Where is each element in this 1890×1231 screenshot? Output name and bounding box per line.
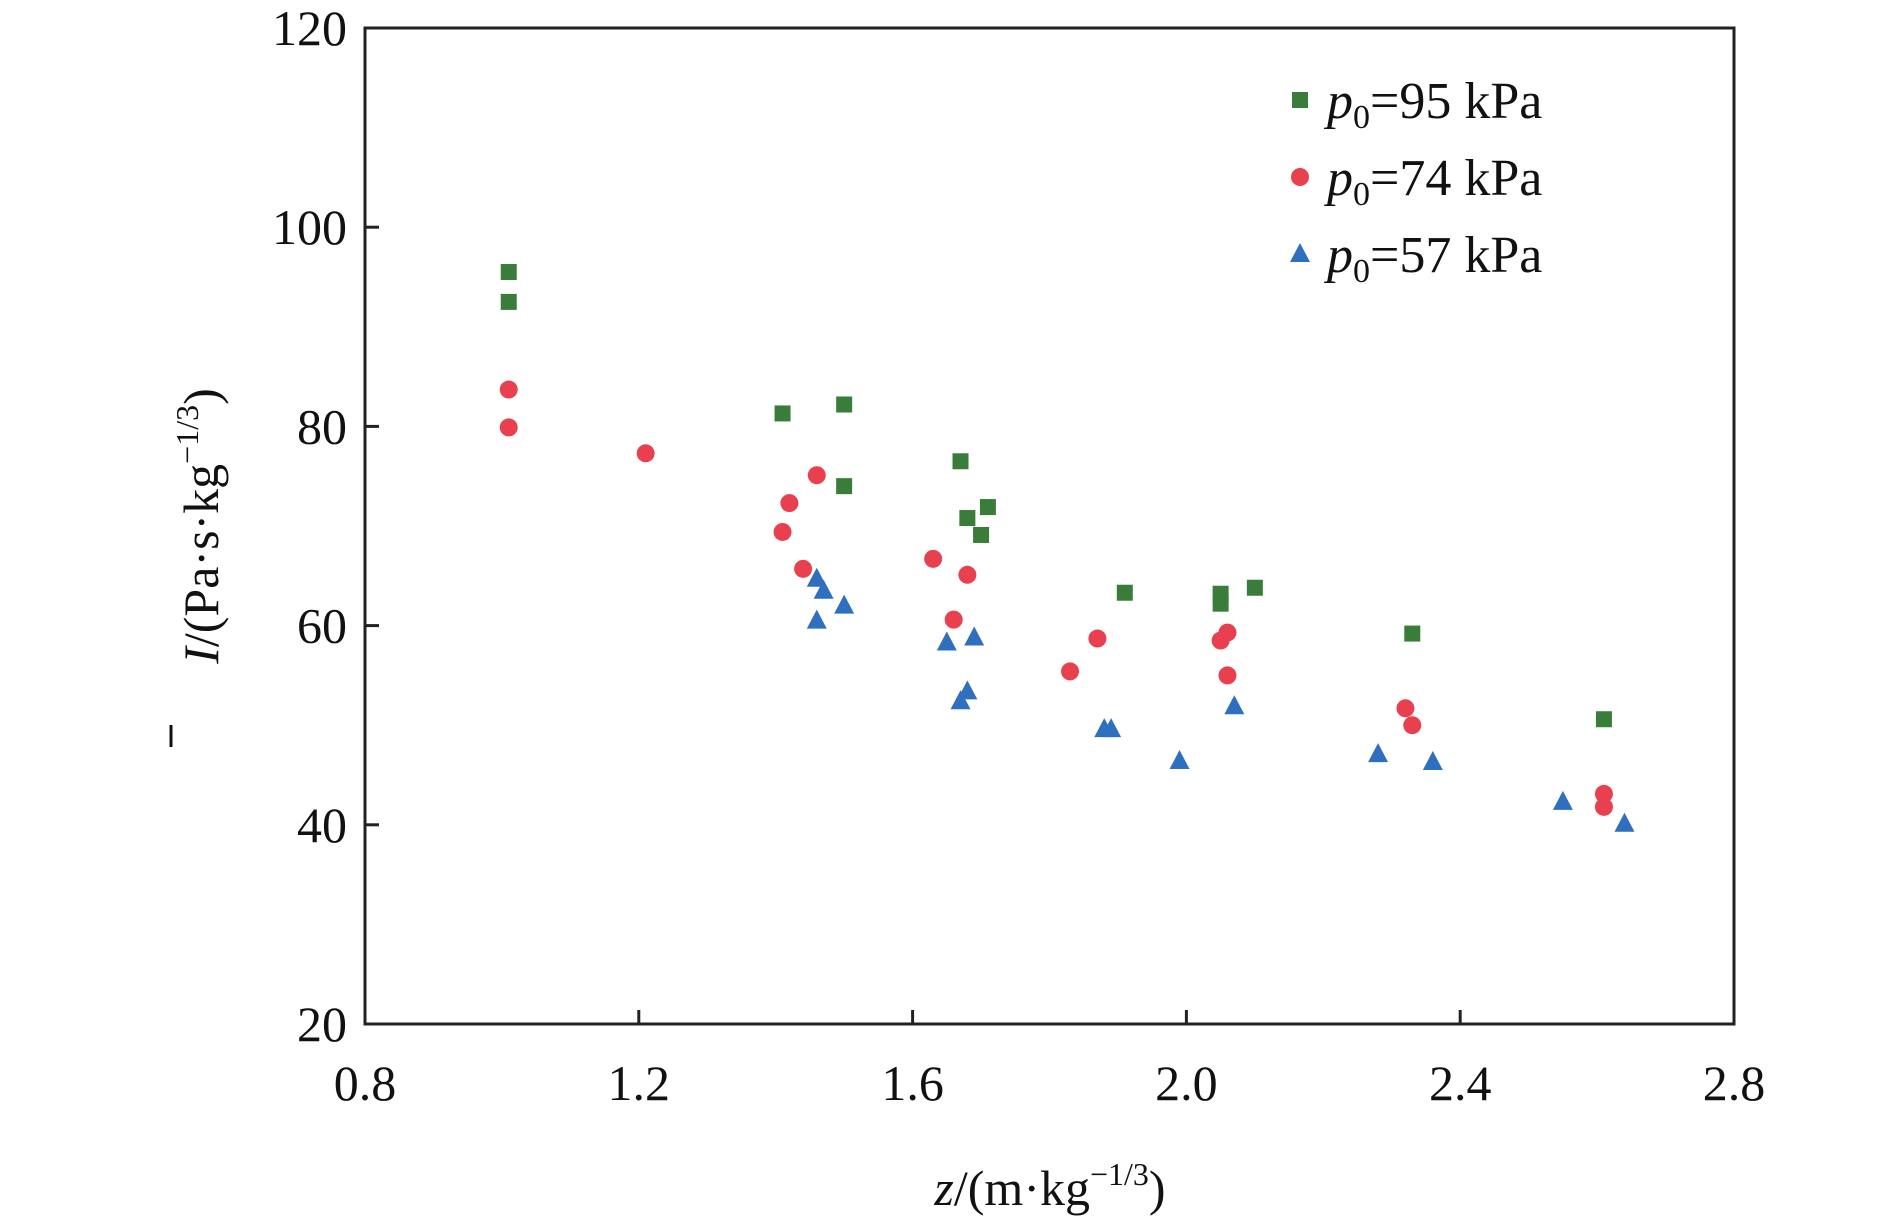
triangle-data-point xyxy=(950,690,971,710)
y-tick-label: 80 xyxy=(297,398,347,454)
legend-label-0: p0=95 kPa xyxy=(1323,73,1542,136)
circle-data-point xyxy=(499,418,518,437)
square-data-point xyxy=(1246,579,1263,596)
circle-data-point xyxy=(780,494,799,513)
circle-data-point xyxy=(1088,629,1107,648)
square-data-point xyxy=(959,510,976,527)
square-data-point xyxy=(836,396,853,413)
legend-label-2: p0=57 kPa xyxy=(1323,227,1542,290)
x-tick-label: 0.8 xyxy=(334,1055,397,1111)
triangle-data-point xyxy=(834,594,855,614)
legend-marker-2 xyxy=(1290,243,1310,262)
legend-label-1: p0=74 kPa xyxy=(1323,150,1542,213)
square-data-point xyxy=(1212,595,1229,612)
triangle-data-point xyxy=(1224,695,1245,715)
circle-data-point xyxy=(1594,784,1613,803)
y-tick-label: 120 xyxy=(272,0,347,56)
square-data-point xyxy=(500,264,517,281)
square-data-point xyxy=(500,293,517,310)
x-tick-label: 2.8 xyxy=(1703,1055,1766,1111)
triangle-data-point xyxy=(1101,718,1122,738)
triangle-data-point xyxy=(1422,751,1443,771)
square-data-point xyxy=(1116,584,1133,601)
triangle-data-point xyxy=(806,567,827,587)
square-data-point xyxy=(774,405,791,422)
circle-data-point xyxy=(1218,623,1237,642)
y-tick-label: 20 xyxy=(297,996,347,1052)
data-points xyxy=(499,264,1635,832)
y-axis-label-group: I/(Pa·s·kg−1/3) xyxy=(169,388,229,747)
circle-data-point xyxy=(958,565,977,584)
triangle-data-point xyxy=(1614,812,1635,832)
square-data-point xyxy=(1404,625,1421,642)
triangle-data-point xyxy=(936,631,957,651)
circle-data-point xyxy=(1396,699,1415,718)
y-tick-label: 100 xyxy=(272,199,347,255)
square-data-point xyxy=(1595,711,1612,728)
triangle-data-point xyxy=(1368,743,1389,763)
square-data-point xyxy=(952,453,969,470)
circle-data-point xyxy=(1594,797,1613,816)
triangle-data-point xyxy=(813,579,834,599)
circle-data-point xyxy=(1403,716,1422,735)
y-tick-label: 40 xyxy=(297,797,347,853)
circle-data-point xyxy=(499,380,518,399)
square-data-point xyxy=(973,526,990,543)
plot-frame xyxy=(363,26,1736,1026)
legend-marker-0 xyxy=(1292,92,1308,108)
legend: p0=95 kPa p0=74 kPa p0=57 kPa xyxy=(1290,73,1542,290)
x-tick-label: 2.4 xyxy=(1429,1055,1492,1111)
circle-data-point xyxy=(1061,662,1080,681)
square-data-point xyxy=(836,478,853,495)
x-tick-label: 1.2 xyxy=(608,1055,671,1111)
circle-data-point xyxy=(773,522,792,541)
y-axis: 20 40 60 80 100 120 xyxy=(272,0,379,1052)
circle-data-point xyxy=(924,549,943,568)
y-axis-label: I/(Pa·s·kg−1/3) xyxy=(169,388,229,665)
x-axis: 0.8 1.2 1.6 2.0 2.4 2.8 xyxy=(334,1010,1766,1111)
triangle-data-point xyxy=(1552,790,1573,810)
x-tick-label: 1.6 xyxy=(881,1055,944,1111)
circle-data-point xyxy=(1218,666,1237,685)
x-axis-label: z/(m·kg−1/3) xyxy=(933,1156,1165,1216)
y-tick-label: 60 xyxy=(297,598,347,654)
square-data-point xyxy=(979,499,996,516)
triangle-data-point xyxy=(1169,750,1190,770)
circle-data-point xyxy=(794,559,813,578)
triangle-data-point xyxy=(806,609,827,629)
circle-data-point xyxy=(944,610,963,629)
x-tick-label: 2.0 xyxy=(1155,1055,1218,1111)
legend-marker-1 xyxy=(1291,168,1309,186)
circle-data-point xyxy=(807,466,826,485)
circle-data-point xyxy=(636,444,655,463)
triangle-data-point xyxy=(964,626,985,646)
